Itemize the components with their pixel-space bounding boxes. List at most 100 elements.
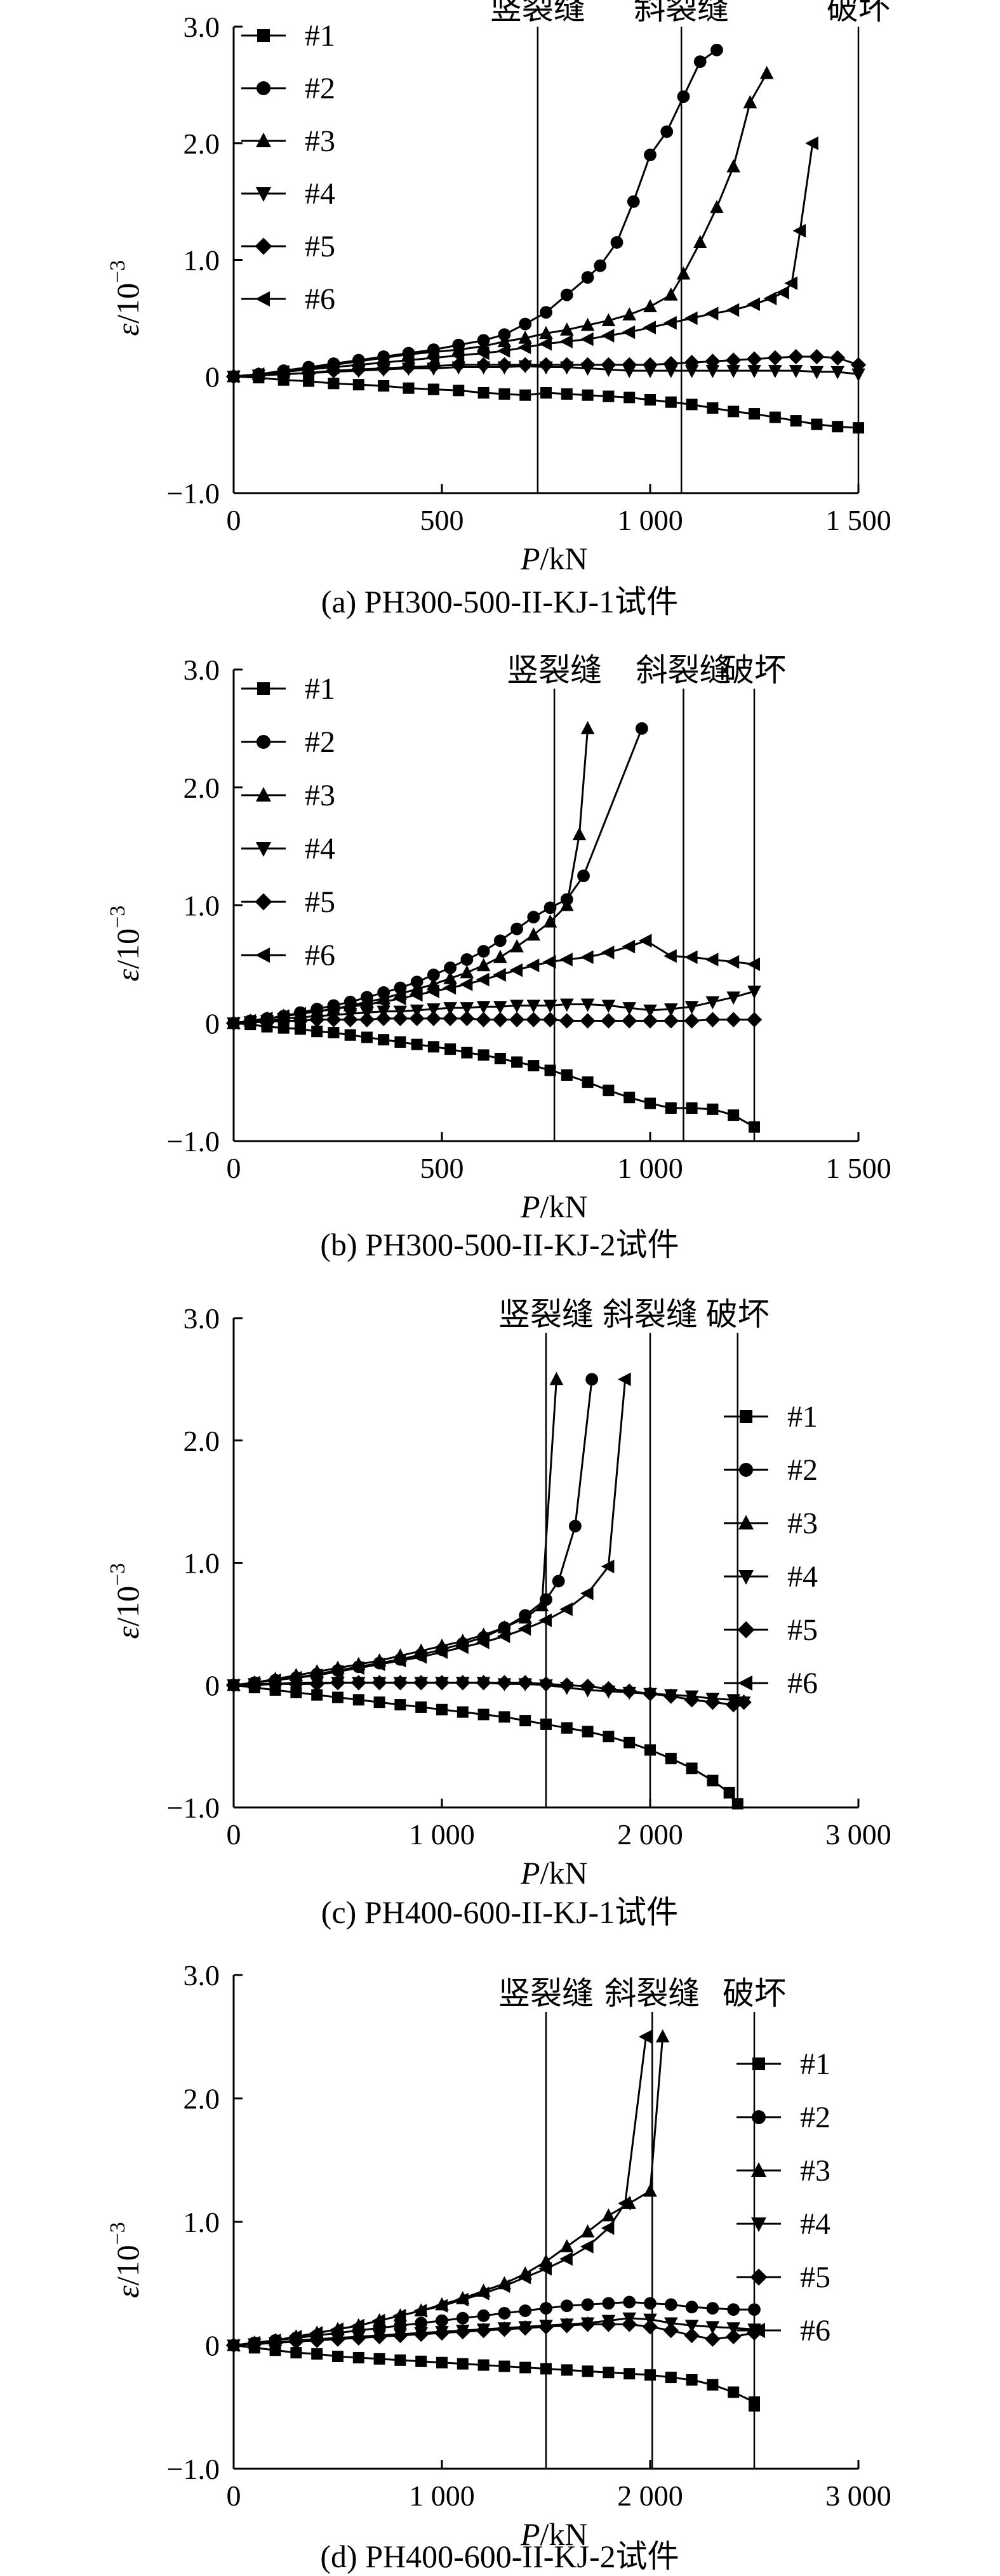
data-point (746, 351, 763, 367)
y-axis-label-exponent: −3 (106, 2222, 130, 2245)
data-point (510, 1000, 524, 1014)
data-point (580, 998, 595, 1012)
data-point (726, 2328, 742, 2345)
panel-caption: (c) PH400-600-II-KJ-1试件 (321, 1894, 678, 1930)
data-point (538, 2262, 552, 2276)
data-point (663, 315, 677, 330)
data-point (288, 2334, 304, 2349)
data-point (294, 1023, 306, 1035)
data-point (392, 991, 406, 1006)
x-tick-label: 2 000 (617, 2480, 683, 2512)
series-n6 (226, 934, 760, 1031)
data-point (373, 1696, 385, 1708)
y-tick-label: 1.0 (183, 1547, 220, 1580)
legend-label: #4 (305, 832, 335, 866)
data-point (376, 995, 390, 1009)
data-point (665, 1102, 677, 1114)
data-point (413, 1675, 429, 1691)
legend-marker (257, 682, 270, 695)
legend-marker (256, 187, 271, 202)
x-tick-label: 3 000 (825, 2480, 891, 2512)
data-point (497, 2322, 512, 2337)
data-point (623, 1736, 636, 1748)
data-point (332, 1691, 343, 1703)
x-axis-label: P/kN (520, 2516, 588, 2552)
data-point (601, 1013, 617, 1029)
data-point (617, 1372, 631, 1387)
data-point (726, 2322, 740, 2335)
data-point (610, 236, 623, 249)
x-axis-label-var: P (520, 2516, 540, 2552)
data-point (580, 2224, 595, 2238)
data-point (705, 1694, 721, 1710)
data-point (352, 2351, 364, 2363)
y-axis-label-exponent: −3 (106, 906, 130, 928)
data-point (784, 276, 798, 291)
y-tick-label: 0 (205, 1007, 220, 1040)
data-point (559, 2318, 575, 2334)
data-point (677, 90, 690, 103)
data-point (726, 159, 740, 173)
legend-label: #2 (305, 725, 335, 759)
event-label: 斜裂缝 (603, 1296, 698, 1333)
data-point (476, 958, 491, 972)
data-point (582, 1726, 594, 1738)
data-point (560, 2299, 573, 2313)
data-point (622, 357, 637, 373)
data-point (498, 1711, 510, 1723)
data-point (460, 953, 474, 966)
legend-label: #3 (305, 779, 335, 812)
data-point (684, 2320, 699, 2334)
series-line (233, 1684, 738, 1805)
data-point (540, 2302, 552, 2315)
data-point (392, 2309, 406, 2323)
data-point (461, 1047, 473, 1059)
data-point (267, 2333, 281, 2348)
data-point (394, 2354, 406, 2366)
data-point (707, 2379, 719, 2391)
legend-marker (751, 2162, 766, 2177)
data-point (644, 149, 657, 162)
data-point (811, 418, 823, 430)
data-point (497, 344, 510, 358)
data-point (290, 1686, 302, 1698)
y-axis-label: ε/10−3 (106, 1563, 145, 1639)
data-point (425, 1010, 442, 1026)
data-point (851, 368, 865, 382)
data-point (259, 1012, 273, 1026)
legend: #1 #2 #3 #4 #5 #6 (724, 1400, 818, 1700)
data-point (267, 1673, 281, 1688)
data-point (498, 388, 510, 400)
data-point (776, 286, 789, 300)
data-point (830, 350, 846, 366)
data-point (477, 1049, 490, 1061)
data-point (684, 1013, 700, 1029)
data-point (664, 365, 678, 378)
data-point (622, 1683, 637, 1700)
data-point (510, 922, 523, 935)
data-point (726, 991, 740, 1005)
data-point (603, 390, 615, 402)
data-point (392, 1010, 408, 1026)
legend-marker (255, 948, 270, 963)
data-point (371, 1657, 385, 1672)
data-point (251, 367, 265, 381)
event-label: 破坏 (706, 1296, 770, 1333)
data-point (411, 1038, 423, 1050)
event-label: 竖裂缝 (498, 1975, 594, 2012)
data-point (643, 2183, 657, 2197)
legend-marker (738, 1570, 754, 1585)
data-point (580, 950, 594, 965)
data-point (693, 235, 707, 248)
data-point (559, 2252, 573, 2266)
data-point (543, 901, 557, 915)
data-point (580, 1679, 596, 1694)
series-line (233, 728, 589, 1024)
data-point (526, 958, 540, 973)
y-axis-label-var: ε (110, 1627, 145, 1639)
data-point (686, 1102, 698, 1114)
data-point (518, 330, 532, 344)
data-point (601, 313, 616, 327)
data-point (477, 2309, 490, 2322)
data-point (665, 1752, 677, 1764)
